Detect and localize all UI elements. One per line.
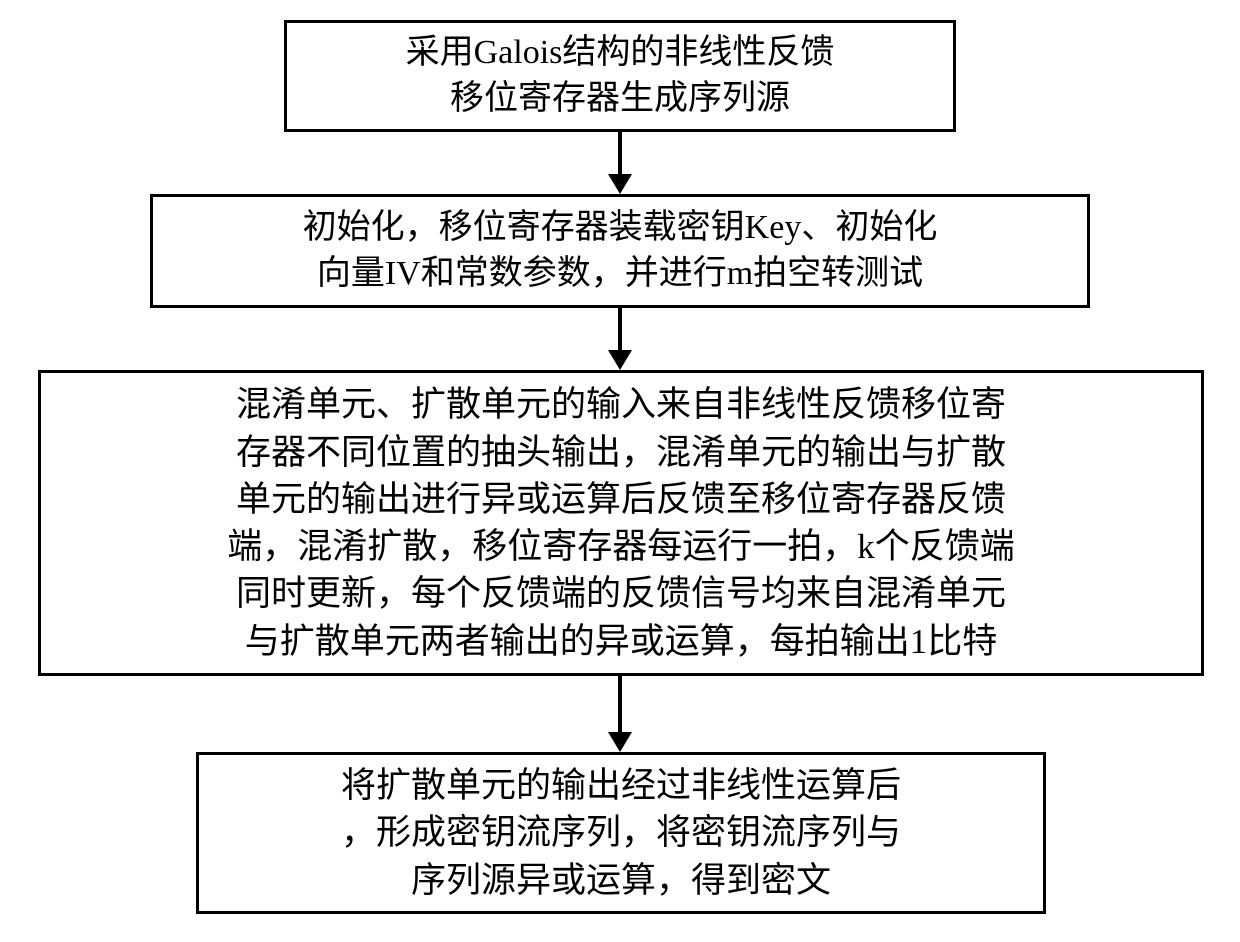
flow-node-4-text: 将扩散单元的输出经过非线性运算后，形成密钥流序列，将密钥流序列与序列源异或运算，… [219, 762, 1023, 904]
arrow-2-head [608, 350, 632, 370]
flow-node-2-text: 初始化，移位寄存器装载密钥Key、初始化向量IV和常数参数，并进行m拍空转测试 [173, 205, 1067, 297]
flow-node-3: 混淆单元、扩散单元的输入来自非线性反馈移位寄存器不同位置的抽头输出，混淆单元的输… [38, 370, 1204, 676]
arrow-3-shaft [618, 676, 622, 732]
arrow-2-shaft [618, 308, 622, 350]
flowchart-canvas: 采用Galois结构的非线性反馈移位寄存器生成序列源 初始化，移位寄存器装载密钥… [0, 0, 1240, 942]
flow-node-1: 采用Galois结构的非线性反馈移位寄存器生成序列源 [284, 20, 956, 132]
arrow-1-shaft [618, 132, 622, 174]
flow-node-3-text: 混淆单元、扩散单元的输入来自非线性反馈移位寄存器不同位置的抽头输出，混淆单元的输… [61, 381, 1181, 665]
arrow-1-head [608, 174, 632, 194]
arrow-3-head [608, 732, 632, 752]
flow-node-2: 初始化，移位寄存器装载密钥Key、初始化向量IV和常数参数，并进行m拍空转测试 [150, 194, 1090, 308]
flow-node-4: 将扩散单元的输出经过非线性运算后，形成密钥流序列，将密钥流序列与序列源异或运算，… [196, 752, 1046, 914]
flow-node-1-text: 采用Galois结构的非线性反馈移位寄存器生成序列源 [307, 30, 933, 122]
